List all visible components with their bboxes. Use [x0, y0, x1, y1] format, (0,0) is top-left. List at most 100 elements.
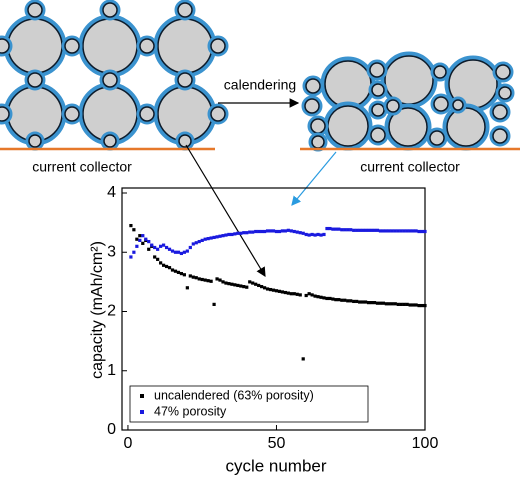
data-point: [164, 264, 169, 269]
uncalendered-schematic: [0, 0, 229, 151]
data-point: [167, 247, 172, 251]
data-point: [239, 284, 243, 288]
data-point: [236, 283, 240, 288]
annotation: calendering: [224, 77, 296, 93]
data-point: [304, 232, 308, 237]
data-point: [191, 275, 195, 279]
data-point: [396, 302, 400, 306]
data-point: [233, 283, 237, 287]
data-point: [271, 288, 276, 292]
data-point: [349, 299, 353, 303]
data-point: [405, 229, 409, 233]
data-point: [185, 286, 189, 290]
data-point: [343, 298, 347, 302]
data-point: [260, 285, 264, 289]
legend-label: 47% porosity: [154, 404, 227, 418]
data-point: [245, 285, 249, 289]
data-point: [254, 282, 258, 286]
data-point: [274, 289, 279, 293]
data-point: [206, 279, 210, 283]
data-point: [221, 234, 225, 238]
data-point: [307, 233, 311, 237]
data-point: [363, 228, 368, 232]
data-point: [372, 228, 377, 232]
data-point: [239, 231, 243, 235]
x-tick-label: 0: [123, 435, 132, 452]
data-point: [322, 232, 326, 237]
data-point: [378, 229, 383, 233]
data-point: [251, 230, 255, 234]
data-point: [375, 228, 380, 232]
data-point: [369, 228, 374, 232]
y-tick-label: 3: [107, 243, 116, 260]
data-point: [141, 241, 145, 245]
data-point: [132, 228, 136, 232]
data-point: [257, 229, 261, 234]
data-point: [420, 229, 424, 234]
data-point: [135, 237, 139, 241]
data-point: [257, 283, 261, 288]
data-point: [378, 301, 383, 305]
data-point: [233, 232, 237, 236]
data-point: [301, 357, 305, 361]
data-point: [191, 242, 195, 246]
data-point: [242, 285, 246, 289]
data-point: [144, 237, 148, 241]
data-point: [164, 245, 169, 250]
data-point: [268, 287, 273, 292]
data-point: [209, 279, 213, 283]
data-point: [280, 290, 285, 294]
data-point: [156, 257, 160, 261]
data-point: [268, 229, 273, 233]
data-point: [150, 243, 154, 247]
data-point: [337, 227, 341, 231]
data-point: [236, 231, 240, 235]
data-point: [262, 229, 267, 234]
y-axis-label: capacity (mAh/cm²): [89, 241, 106, 379]
data-point: [420, 303, 424, 308]
calendered-schematic: [300, 51, 520, 152]
data-point: [132, 250, 136, 254]
data-point: [310, 232, 314, 237]
data-point: [200, 238, 204, 242]
data-point: [411, 229, 415, 233]
pointer-arrow: [185, 144, 266, 278]
data-point: [188, 245, 192, 250]
data-point: [390, 302, 394, 306]
data-point: [316, 232, 320, 237]
data-point: [393, 229, 397, 233]
data-point: [138, 238, 142, 242]
data-point: [227, 232, 231, 237]
data-point: [248, 280, 252, 284]
data-point: [399, 229, 403, 233]
data-point: [298, 231, 302, 235]
data-point: [227, 282, 231, 286]
data-point: [346, 228, 350, 232]
annotation: current collector: [360, 159, 460, 175]
data-point: [224, 233, 228, 237]
data-point: [325, 296, 329, 301]
data-point: [212, 235, 216, 240]
data-point: [304, 293, 308, 298]
data-point: [331, 227, 335, 231]
legend-box: [129, 385, 369, 423]
data-point: [340, 298, 344, 302]
data-point: [414, 229, 418, 233]
data-point: [200, 277, 204, 282]
data-point: [301, 231, 305, 235]
data-point: [135, 244, 139, 248]
x-axis-label: cycle number: [225, 456, 326, 475]
x-tick-label: 50: [268, 435, 286, 452]
pointer-arrow: [291, 151, 337, 206]
data-point: [295, 292, 299, 296]
y-tick-label: 4: [107, 184, 116, 201]
y-tick-label: 2: [107, 303, 116, 320]
data-point: [402, 302, 406, 306]
data-point: [375, 301, 380, 305]
data-point: [313, 294, 317, 298]
data-point: [170, 268, 175, 272]
data-point: [328, 226, 332, 231]
data-point: [218, 234, 222, 238]
data-point: [366, 228, 371, 232]
